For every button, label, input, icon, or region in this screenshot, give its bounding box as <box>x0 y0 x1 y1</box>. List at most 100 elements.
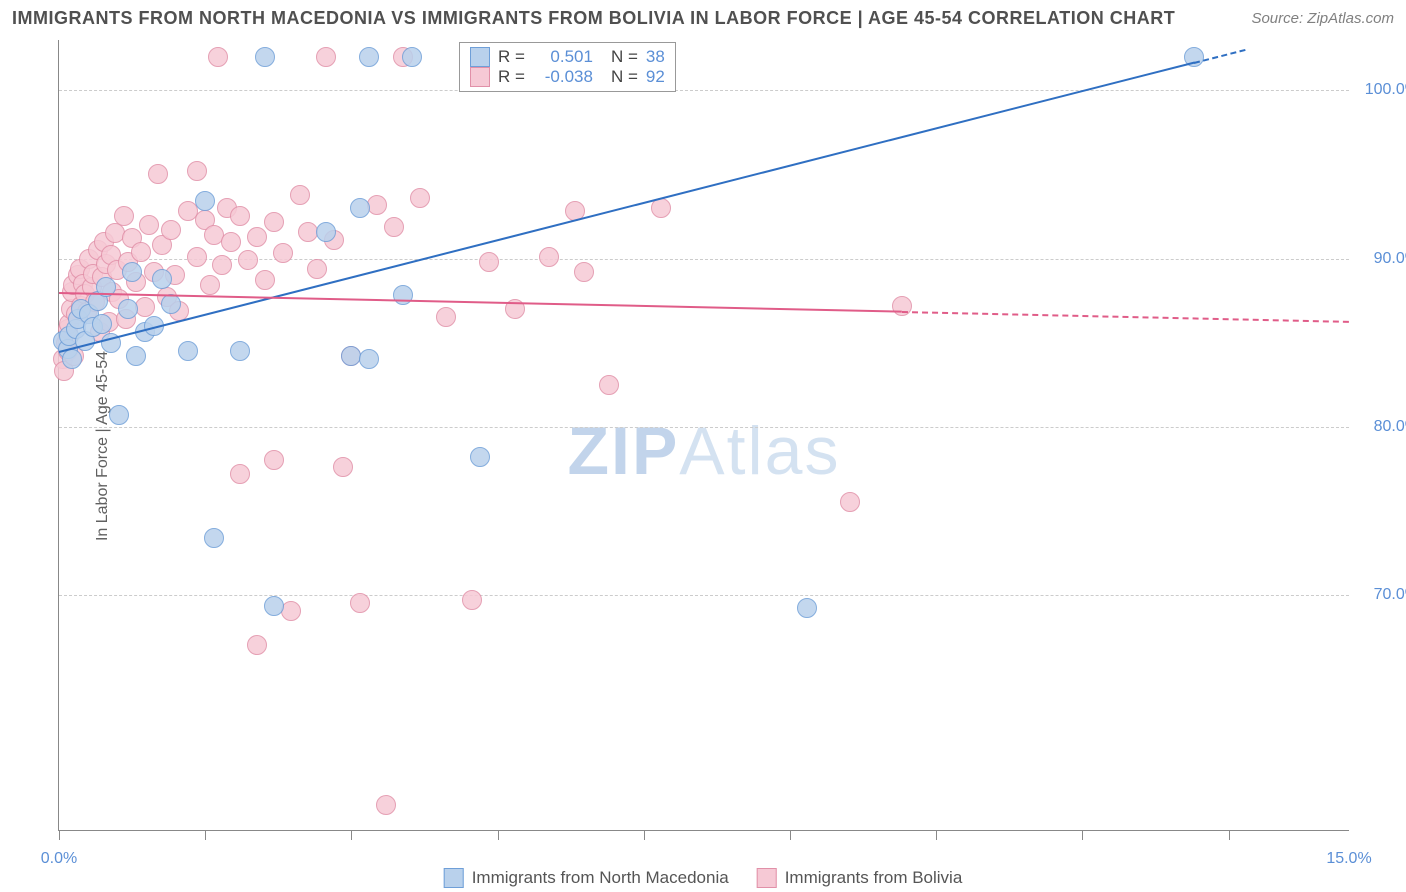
r-label: R = <box>498 47 525 67</box>
legend-swatch <box>470 67 490 87</box>
data-point <box>204 528 224 548</box>
data-point <box>221 232 241 252</box>
data-point <box>436 307 456 327</box>
legend-swatch-pink <box>757 868 777 888</box>
x-tick <box>790 830 791 840</box>
data-point <box>350 198 370 218</box>
n-value: 92 <box>646 67 665 87</box>
data-point <box>178 341 198 361</box>
watermark: ZIPAtlas <box>568 412 841 490</box>
source-label: Source: ZipAtlas.com <box>1251 10 1394 27</box>
data-point <box>402 47 422 67</box>
data-point <box>114 206 134 226</box>
data-point <box>359 349 379 369</box>
x-tick <box>59 830 60 840</box>
y-tick-label: 90.0% <box>1359 250 1406 268</box>
x-tick <box>1082 830 1083 840</box>
data-point <box>316 47 336 67</box>
x-tick <box>936 830 937 840</box>
r-label: R = <box>498 67 525 87</box>
data-point <box>264 450 284 470</box>
data-point <box>200 275 220 295</box>
header: IMMIGRANTS FROM NORTH MACEDONIA VS IMMIG… <box>12 8 1394 29</box>
legend-label-macedonia: Immigrants from North Macedonia <box>472 868 729 888</box>
plot-area: ZIPAtlas 70.0%80.0%90.0%100.0%0.0%15.0%R… <box>58 40 1349 831</box>
n-label: N = <box>611 67 638 87</box>
correlation-legend: R = 0.501 N = 38R = -0.038 N = 92 <box>459 42 676 92</box>
data-point <box>161 294 181 314</box>
data-point <box>376 795 396 815</box>
data-point <box>139 215 159 235</box>
legend-item-bolivia: Immigrants from Bolivia <box>757 868 963 888</box>
watermark-zip: ZIP <box>568 413 680 489</box>
watermark-atlas: Atlas <box>679 413 840 489</box>
data-point <box>247 635 267 655</box>
data-point <box>118 299 138 319</box>
data-point <box>62 349 82 369</box>
data-point <box>187 247 207 267</box>
n-value: 38 <box>646 47 665 67</box>
r-value: 0.501 <box>533 47 593 67</box>
data-point <box>350 593 370 613</box>
y-tick-label: 100.0% <box>1359 81 1406 99</box>
data-point <box>247 227 267 247</box>
gridline <box>59 90 1349 91</box>
data-point <box>316 222 336 242</box>
data-point <box>264 596 284 616</box>
y-tick-label: 80.0% <box>1359 418 1406 436</box>
chart-title: IMMIGRANTS FROM NORTH MACEDONIA VS IMMIG… <box>12 8 1175 29</box>
data-point <box>109 405 129 425</box>
data-point <box>126 346 146 366</box>
x-tick-label: 0.0% <box>41 850 77 868</box>
bottom-legend: Immigrants from North Macedonia Immigran… <box>444 868 963 888</box>
legend-row: R =0.501N =38 <box>470 47 665 67</box>
data-point <box>264 212 284 232</box>
data-point <box>122 262 142 282</box>
data-point <box>281 601 301 621</box>
legend-row: R = -0.038 N = 92 <box>470 67 665 87</box>
x-tick-label: 15.0% <box>1326 850 1371 868</box>
y-tick-label: 70.0% <box>1359 586 1406 604</box>
legend-swatch-blue <box>444 868 464 888</box>
data-point <box>290 185 310 205</box>
gridline <box>59 427 1349 428</box>
data-point <box>161 220 181 240</box>
data-point <box>359 47 379 67</box>
x-tick <box>205 830 206 840</box>
data-point <box>255 47 275 67</box>
trend-line-dashed <box>902 311 1349 323</box>
x-tick <box>498 830 499 840</box>
data-point <box>393 285 413 305</box>
data-point <box>410 188 430 208</box>
data-point <box>212 255 232 275</box>
legend-swatch <box>470 47 490 67</box>
data-point <box>152 269 172 289</box>
r-value: -0.038 <box>533 67 593 87</box>
data-point <box>92 314 112 334</box>
data-point <box>230 341 250 361</box>
data-point <box>273 243 293 263</box>
data-point <box>797 598 817 618</box>
data-point <box>462 590 482 610</box>
data-point <box>187 161 207 181</box>
data-point <box>255 270 275 290</box>
data-point <box>131 242 151 262</box>
data-point <box>208 47 228 67</box>
data-point <box>230 206 250 226</box>
data-point <box>307 259 327 279</box>
x-tick <box>351 830 352 840</box>
data-point <box>135 297 155 317</box>
data-point <box>238 250 258 270</box>
data-point <box>599 375 619 395</box>
data-point <box>367 195 387 215</box>
data-point <box>148 164 168 184</box>
legend-label-bolivia: Immigrants from Bolivia <box>785 868 963 888</box>
data-point <box>333 457 353 477</box>
x-tick <box>1229 830 1230 840</box>
data-point <box>840 492 860 512</box>
data-point <box>539 247 559 267</box>
data-point <box>230 464 250 484</box>
data-point <box>470 447 490 467</box>
data-point <box>384 217 404 237</box>
legend-item-macedonia: Immigrants from North Macedonia <box>444 868 729 888</box>
